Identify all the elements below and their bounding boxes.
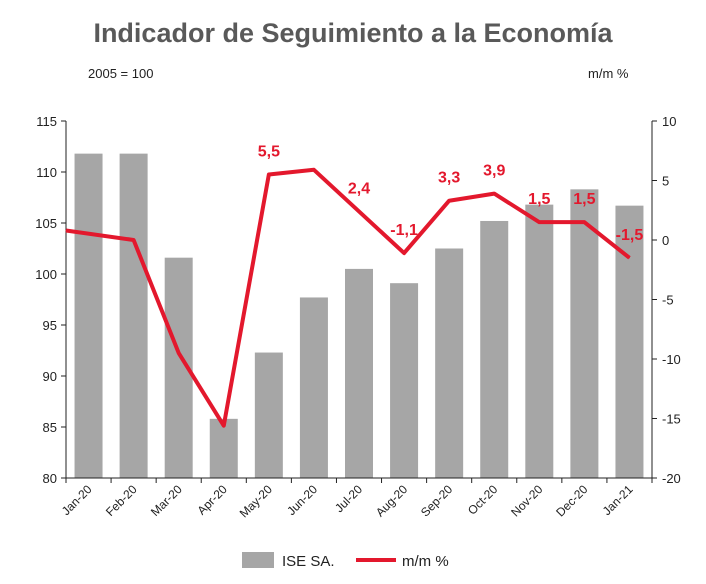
line-point-Mar-20 (178, 352, 180, 354)
x-tick-label: Dec-20 (553, 482, 590, 519)
x-tick-label: Aug-20 (373, 482, 410, 519)
left-tick-label: 115 (36, 114, 57, 129)
bar-Dec-20 (570, 189, 599, 478)
bar-Apr-20 (209, 418, 238, 478)
left-tick-label: 90 (43, 369, 57, 384)
line-point-Oct-20 (493, 193, 495, 195)
x-tick-label: Oct-20 (465, 482, 501, 518)
x-tick-label: Jul-20 (332, 482, 365, 515)
data-label: 1,5 (573, 191, 595, 208)
line-series (65, 167, 631, 428)
bar-Nov-20 (525, 204, 554, 478)
bar-Aug-20 (390, 283, 419, 478)
line-point-Dec-20 (583, 221, 585, 223)
right-tick-label: -20 (662, 471, 681, 486)
data-labels: 5,5 2,4 -1,1 3,3 3,9 1,5 1,5 -1,5 (258, 144, 644, 244)
bar-May-20 (254, 352, 283, 478)
legend-line-label: m/m % (402, 553, 449, 570)
bar-Jul-20 (345, 268, 373, 478)
left-tick-label: 105 (35, 216, 57, 231)
x-tick-label: Sep-20 (418, 482, 455, 519)
bar-Jan-21 (615, 205, 644, 478)
data-label: 5,5 (258, 144, 280, 161)
data-label: -1,1 (390, 222, 418, 239)
bar-Feb-20 (119, 153, 148, 478)
right-axis-unit: m/m % (588, 66, 629, 81)
bar-Jun-20 (299, 297, 328, 478)
line-point-May-20 (268, 174, 270, 176)
left-tick-label: 110 (36, 165, 57, 180)
x-tick-label: Nov-20 (508, 482, 545, 519)
right-tick-label: -5 (662, 293, 674, 308)
line-point-Sep-20 (448, 200, 450, 202)
line-point-Aug-20 (403, 252, 405, 254)
x-tick-label: May-20 (237, 482, 275, 520)
bar-Oct-20 (480, 220, 509, 478)
data-label: 3,3 (438, 170, 460, 187)
line-point-Jul-20 (358, 210, 360, 212)
line-point-Nov-20 (538, 221, 540, 223)
chart-title: Indicador de Seguimiento a la Economía (93, 18, 613, 48)
x-tick-label: Jan-21 (600, 482, 636, 518)
right-tick-label: 10 (662, 114, 676, 129)
data-label: 3,9 (483, 163, 505, 180)
bar-series (74, 153, 644, 478)
line-point-Jan-20 (65, 229, 67, 231)
x-tick-label: Apr-20 (195, 482, 231, 518)
line-point-Jun-20 (313, 169, 315, 171)
right-tick-label: -15 (662, 412, 681, 427)
right-tick-label: 5 (662, 174, 669, 189)
data-label: 2,4 (348, 180, 370, 197)
line-point-Feb-20 (133, 239, 135, 241)
bar-Sep-20 (435, 248, 464, 478)
x-tick-label: Jun-20 (284, 482, 320, 518)
left-tick-label: 80 (43, 471, 57, 486)
legend-bar-swatch (242, 552, 274, 568)
bar-Jan-20 (74, 153, 103, 478)
left-axis-unit: 2005 = 100 (88, 66, 154, 81)
right-tick-label: 0 (662, 233, 669, 248)
left-tick-label: 95 (43, 318, 57, 333)
left-tick-label: 85 (43, 420, 57, 435)
x-tick-label: Jan-20 (59, 482, 95, 518)
x-tick-label: Mar-20 (148, 482, 185, 519)
x-tick-label: Feb-20 (103, 482, 140, 519)
legend-bar-label: ISE SA. (282, 553, 335, 570)
right-tick-label: -10 (662, 352, 681, 367)
data-label: 1,5 (528, 191, 550, 208)
line-point-Apr-20 (223, 425, 225, 427)
legend: ISE SA. m/m % (242, 552, 449, 570)
left-tick-label: 100 (35, 267, 57, 282)
line-point-Jan-21 (628, 257, 630, 259)
data-label: -1,5 (616, 227, 644, 244)
